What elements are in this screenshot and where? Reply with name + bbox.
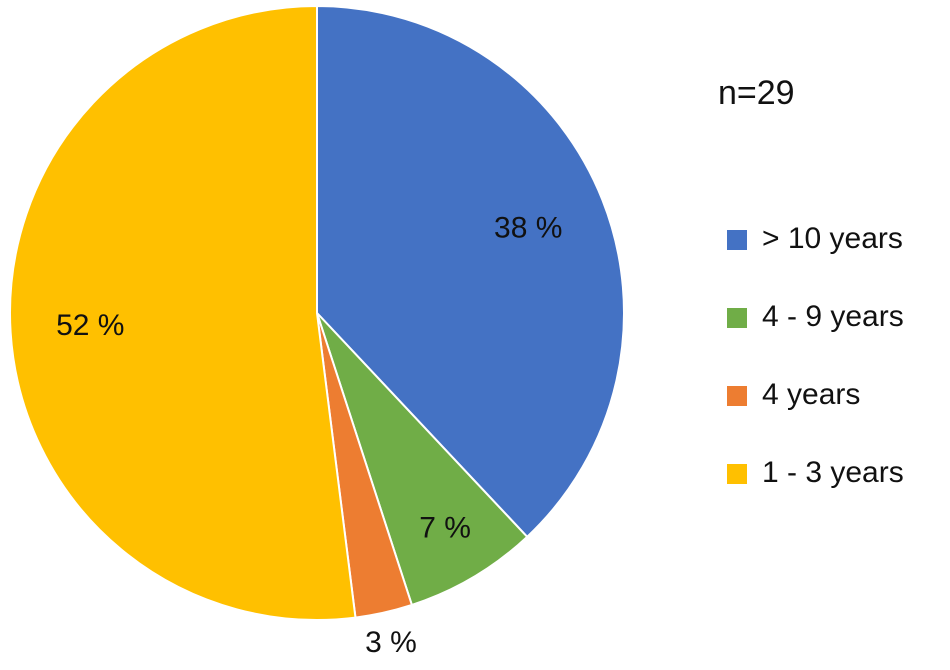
pie-slice xyxy=(316,312,529,607)
legend-label: 1 - 3 years xyxy=(762,456,904,489)
annotation: n=29 xyxy=(718,74,795,112)
legend-swatch xyxy=(727,308,747,328)
legend-swatch xyxy=(727,386,747,406)
data-label: 38 % xyxy=(494,211,562,244)
legend-swatch xyxy=(727,464,747,484)
pie-slice xyxy=(9,4,357,621)
legend-label: > 10 years xyxy=(762,222,903,255)
pie-slice xyxy=(316,4,625,539)
legend-label: 4 - 9 years xyxy=(762,300,904,333)
data-label: 52 % xyxy=(56,309,124,342)
data-label: 3 % xyxy=(365,626,417,659)
legend-label: 4 years xyxy=(762,378,860,411)
legend-swatch xyxy=(727,230,747,250)
data-label: 7 % xyxy=(419,512,471,545)
